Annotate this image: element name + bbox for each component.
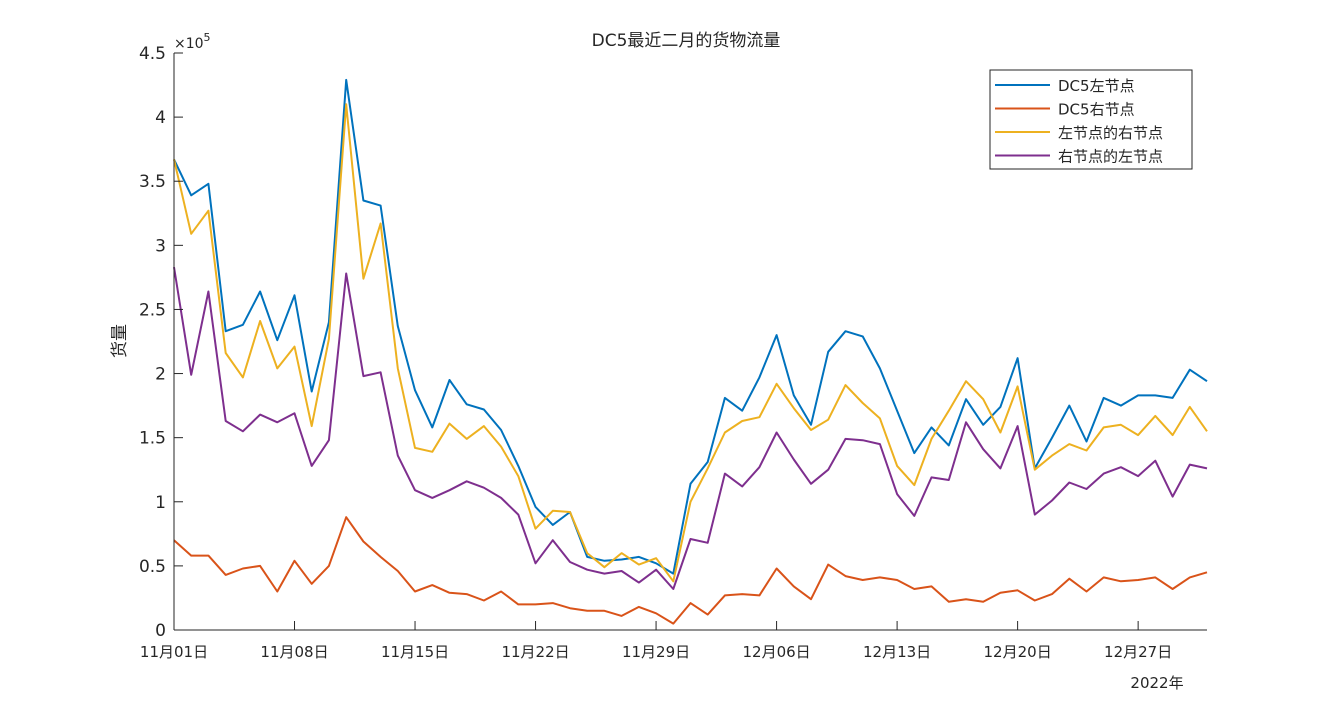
series-line <box>173 516 1208 625</box>
x-tick-label: 12月27日 <box>1104 643 1172 661</box>
series-line <box>173 103 1208 583</box>
y-exponent-label: ×105 <box>174 31 211 52</box>
y-tick-label: 3.5 <box>139 172 166 192</box>
legend-label: 右节点的左节点 <box>1058 148 1163 166</box>
y-tick-label: 4.5 <box>139 44 166 64</box>
y-tick-label: 2 <box>155 365 166 385</box>
series-layer <box>173 78 1208 625</box>
y-tick-label: 2.5 <box>139 300 166 320</box>
y-axis-ticks: 0 0.5 1 1.5 2 2.5 3 3.5 4 4.5 <box>139 44 183 641</box>
legend-label: 左节点的右节点 <box>1058 124 1163 142</box>
x-tick-label: 12月13日 <box>863 643 931 661</box>
y-tick-label: 0 <box>155 621 166 641</box>
chart-title: DC5最近二月的货物流量 <box>592 31 781 51</box>
x-tick-label: 11月15日 <box>381 643 449 661</box>
x-tick-label: 12月06日 <box>742 643 810 661</box>
y-axis-label: 货量 <box>110 324 130 358</box>
legend-label: DC5左节点 <box>1058 77 1135 95</box>
legend-box <box>989 69 1193 170</box>
y-tick-label: 1 <box>155 493 166 513</box>
y-tick-label: 1.5 <box>139 429 166 449</box>
x-tick-label: 11月01日 <box>140 643 208 661</box>
y-tick-label: 3 <box>155 236 166 256</box>
x-secondary-label: 2022年 <box>1130 674 1183 692</box>
series-line <box>173 266 1208 590</box>
x-tick-label: 11月08日 <box>260 643 328 661</box>
y-tick-label: 0.5 <box>139 557 166 577</box>
x-tick-label: 12月20日 <box>984 643 1052 661</box>
y-tick-label: 4 <box>155 108 166 128</box>
x-tick-label: 11月22日 <box>501 643 569 661</box>
x-axis-ticks: 11月01日 11月08日 11月15日 11月22日 11月29日 12月06日 12月1… <box>140 621 1172 661</box>
x-tick-label: 11月29日 <box>622 643 690 661</box>
legend-label: DC5右节点 <box>1058 101 1135 119</box>
